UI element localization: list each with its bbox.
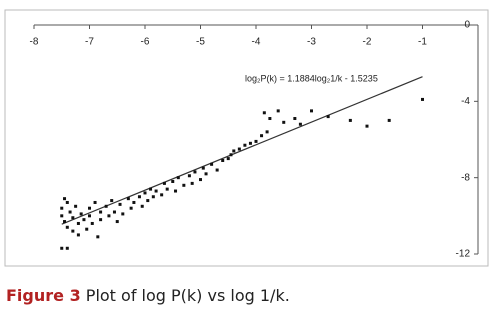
point: [121, 212, 125, 216]
point: [63, 197, 67, 201]
point: [348, 118, 352, 122]
caption: Figure 3 Plot of log P(k) vs log 1/k.: [6, 286, 290, 305]
point: [76, 221, 80, 225]
point: [137, 195, 141, 199]
point: [140, 204, 144, 208]
point: [71, 216, 75, 220]
point: [165, 187, 169, 191]
point: [190, 181, 194, 185]
point: [187, 174, 191, 178]
point: [149, 187, 153, 191]
x-tick-label: -4: [252, 37, 261, 48]
point: [76, 233, 80, 237]
x-tick-label: -5: [196, 37, 205, 48]
point: [210, 162, 214, 166]
point: [104, 204, 108, 208]
point: [262, 111, 266, 115]
point: [243, 143, 247, 147]
trendline-equation: log₂P(k) = 1.1884log₂1/k - 1.5235: [245, 73, 378, 83]
point: [88, 206, 91, 210]
point: [126, 197, 130, 201]
point: [365, 124, 369, 128]
point: [88, 214, 91, 218]
point: [204, 172, 208, 176]
point: [268, 117, 272, 121]
point: [237, 147, 241, 151]
point: [176, 176, 180, 180]
point: [387, 118, 391, 122]
point: [282, 120, 286, 124]
x-tick-label: -8: [30, 37, 39, 48]
point: [199, 178, 202, 182]
point: [112, 210, 116, 214]
point: [107, 214, 111, 218]
point: [60, 206, 64, 210]
point: [221, 158, 225, 162]
point: [85, 227, 89, 231]
point: [215, 168, 219, 172]
x-tick-label: -7: [85, 37, 94, 48]
point: [65, 246, 69, 250]
point: [118, 202, 122, 206]
x-tick-label: -2: [363, 37, 372, 48]
point: [248, 141, 252, 145]
y-tick-label: 0: [464, 20, 470, 31]
point: [193, 170, 197, 174]
point: [74, 204, 78, 208]
point: [96, 235, 100, 239]
point: [201, 166, 205, 170]
point: [182, 183, 186, 187]
point: [110, 199, 114, 203]
point: [171, 179, 175, 183]
caption-label: Figure 3: [6, 286, 81, 305]
point: [293, 117, 297, 121]
point: [229, 153, 233, 157]
point: [160, 193, 164, 197]
point: [65, 225, 69, 229]
point: [174, 189, 178, 193]
caption-text: Plot of log P(k) vs log 1/k.: [85, 286, 290, 305]
trendline: [61, 76, 423, 225]
y-tick-label: -4: [461, 96, 470, 107]
point: [298, 122, 302, 126]
y-tick-label: -8: [461, 172, 470, 183]
chart: log₂P(k) = 1.1884log₂1/k - 1.5235 -8 -7 -6…: [4, 9, 489, 267]
point: [60, 214, 64, 218]
point: [99, 210, 103, 214]
point: [260, 134, 264, 138]
point: [421, 97, 424, 101]
point: [82, 218, 86, 222]
x-tick-label: -6: [141, 37, 150, 48]
point: [226, 157, 230, 161]
point: [115, 220, 119, 224]
point: [310, 109, 313, 113]
point: [93, 200, 97, 204]
x-tick-label: -3: [307, 37, 316, 48]
point: [79, 212, 83, 216]
y-tick-label: -12: [456, 249, 471, 260]
point: [60, 246, 64, 250]
point: [63, 220, 67, 224]
point: [68, 210, 72, 214]
point: [326, 115, 330, 119]
point: [154, 189, 158, 193]
point: [162, 181, 166, 185]
point: [265, 130, 269, 134]
x-tick-label: -1: [418, 37, 427, 48]
point: [143, 191, 147, 195]
chart-frame: [4, 9, 489, 267]
point: [276, 109, 280, 113]
point: [146, 199, 150, 203]
point: [232, 149, 236, 153]
point: [71, 229, 75, 233]
point: [132, 200, 136, 204]
point: [151, 195, 155, 199]
point: [254, 139, 258, 143]
point: [129, 206, 133, 210]
point: [90, 221, 94, 225]
point: [65, 200, 69, 204]
point: [99, 218, 103, 222]
